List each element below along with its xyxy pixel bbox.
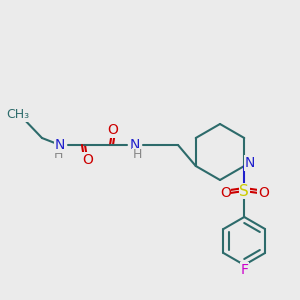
Text: H: H [132, 148, 142, 161]
Text: O: O [220, 186, 231, 200]
Text: O: O [82, 153, 93, 167]
Text: N: N [55, 138, 65, 152]
Text: N: N [130, 138, 140, 152]
Text: O: O [258, 186, 269, 200]
Text: CH₃: CH₃ [6, 109, 30, 122]
Text: S: S [239, 184, 249, 199]
Text: N: N [245, 156, 255, 170]
Text: F: F [240, 263, 248, 277]
Text: H: H [53, 148, 63, 161]
Text: O: O [108, 123, 118, 137]
